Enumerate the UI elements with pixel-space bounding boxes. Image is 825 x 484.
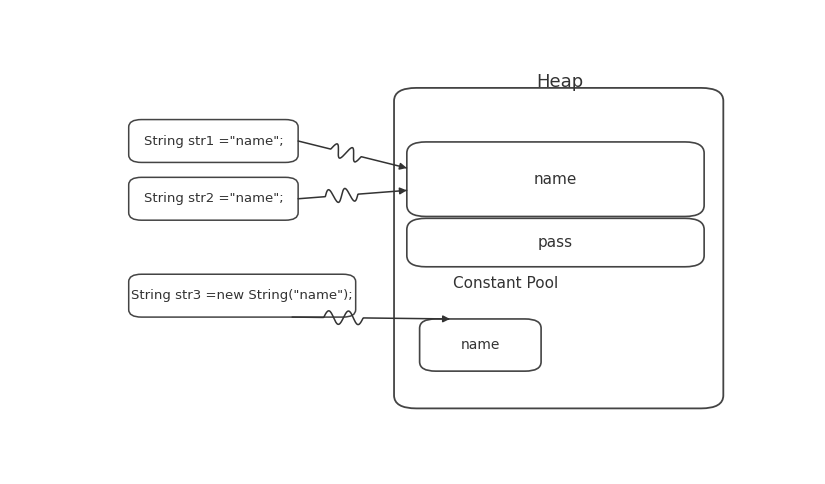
Text: name: name bbox=[460, 338, 500, 352]
FancyBboxPatch shape bbox=[129, 120, 298, 163]
Text: Heap: Heap bbox=[536, 73, 584, 91]
Text: Constant Pool: Constant Pool bbox=[453, 276, 559, 291]
Text: pass: pass bbox=[538, 235, 573, 250]
FancyBboxPatch shape bbox=[129, 177, 298, 220]
FancyBboxPatch shape bbox=[394, 88, 724, 408]
FancyBboxPatch shape bbox=[420, 319, 541, 371]
FancyBboxPatch shape bbox=[407, 218, 704, 267]
FancyBboxPatch shape bbox=[407, 142, 704, 216]
Text: name: name bbox=[534, 172, 577, 187]
Text: String str1 ="name";: String str1 ="name"; bbox=[144, 135, 283, 148]
Text: String str3 =new String("name");: String str3 =new String("name"); bbox=[131, 289, 353, 302]
Text: String str2 ="name";: String str2 ="name"; bbox=[144, 192, 283, 205]
FancyBboxPatch shape bbox=[129, 274, 356, 317]
